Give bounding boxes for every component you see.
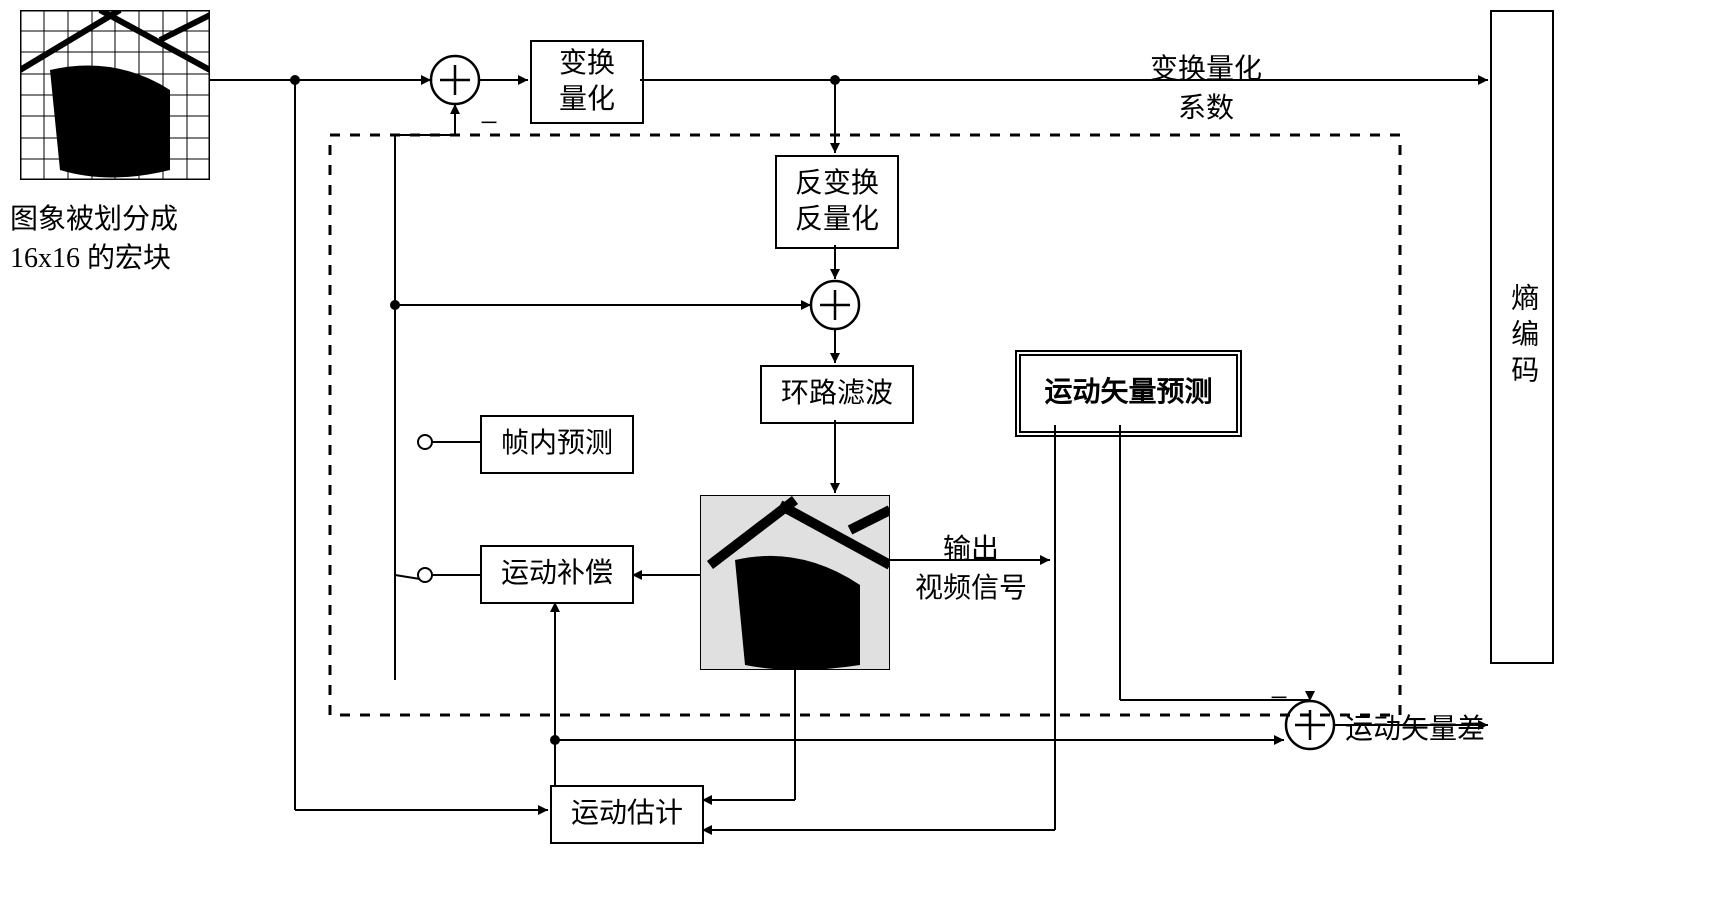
output-coeff-label: 变换量化 系数	[1150, 50, 1262, 128]
mv-prediction-box: 运动矢量预测	[1015, 350, 1242, 437]
diagram-connectors	[0, 0, 1735, 898]
input-caption: 图象被划分成 16x16 的宏块	[10, 200, 178, 278]
motion-estimation-box: 运动估计	[550, 785, 704, 844]
reference-frame-image	[700, 495, 890, 670]
minus-label-1: −	[480, 100, 498, 145]
entropy-coding-box: 熵编码	[1490, 10, 1554, 664]
mv-diff-label: 运动矢量差	[1345, 710, 1485, 749]
input-macroblock-image	[20, 10, 210, 180]
transform-quantize-box: 变换 量化	[530, 40, 644, 124]
intra-prediction-box: 帧内预测	[480, 415, 634, 474]
motion-compensation-box: 运动补偿	[480, 545, 634, 604]
inverse-transform-box: 反变换 反量化	[775, 155, 899, 249]
loop-filter-box: 环路滤波	[760, 365, 914, 424]
minus-label-2: −	[1270, 675, 1288, 720]
output-signal-label: 输出 视频信号	[915, 530, 1027, 608]
